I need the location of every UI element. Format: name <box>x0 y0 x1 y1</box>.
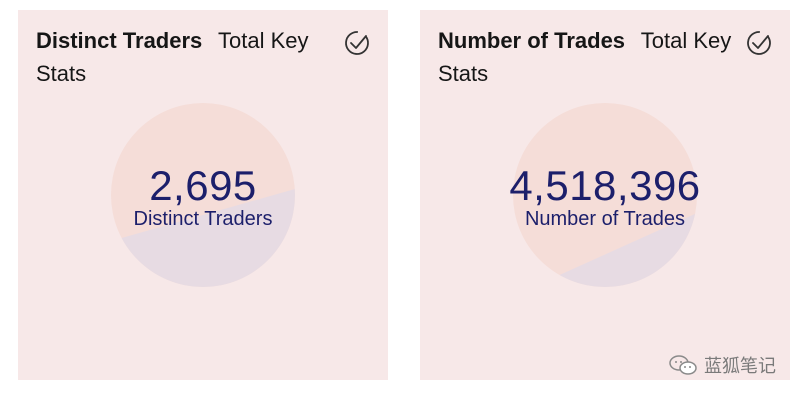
wechat-icon <box>669 355 697 375</box>
watermark-text: 蓝狐笔记 <box>704 356 776 376</box>
card-header: Number of Trades Total Key Stats <box>438 24 738 90</box>
metric-value: 2,695 <box>149 162 257 209</box>
distinct-traders-card: Distinct Traders Total Key Stats 2,695 D… <box>18 10 388 380</box>
check-circle-icon[interactable] <box>746 30 772 56</box>
card-subtitle: Total Key Stats <box>36 28 309 86</box>
metric-label: Number of Trades <box>524 208 686 230</box>
metric-value: 4,518,396 <box>509 162 701 209</box>
card-subtitle: Total Key Stats <box>438 28 732 86</box>
pie-chart <box>513 103 697 287</box>
card-title: Distinct Traders <box>36 28 203 53</box>
metric-label: Distinct Traders <box>133 208 273 230</box>
card-title: Number of Trades <box>438 28 626 53</box>
watermark: 蓝狐笔记 <box>668 352 776 378</box>
pie-chart <box>111 103 295 287</box>
number-of-trades-card: Number of Trades Total Key Stats 4,518,3… <box>420 10 790 380</box>
check-circle-icon[interactable] <box>344 30 370 56</box>
card-header: Distinct Traders Total Key Stats <box>36 24 336 90</box>
